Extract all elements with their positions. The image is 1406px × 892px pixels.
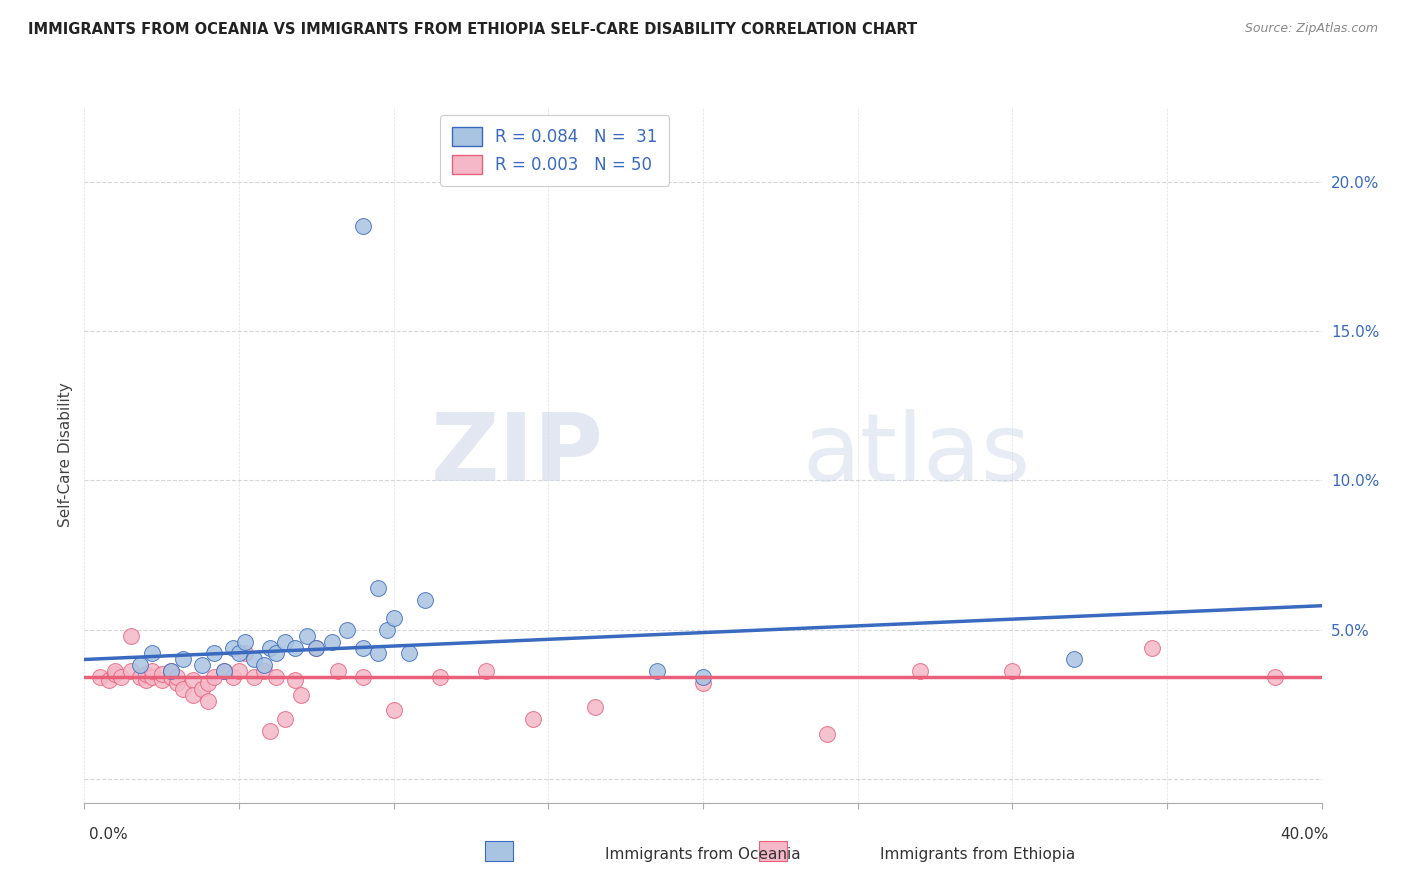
Point <box>233 634 256 648</box>
Text: atlas: atlas <box>801 409 1031 501</box>
Text: Source: ZipAtlas.com: Source: ZipAtlas.com <box>1244 22 1378 36</box>
Point <box>160 670 183 684</box>
Point <box>429 670 451 684</box>
Point <box>233 647 256 661</box>
Text: 40.0%: 40.0% <box>1281 827 1329 841</box>
Point <box>228 647 250 661</box>
Point <box>367 581 389 595</box>
Point <box>274 634 297 648</box>
Point <box>129 670 152 684</box>
Point <box>197 694 219 708</box>
Point <box>202 670 225 684</box>
Point <box>222 670 245 684</box>
Point <box>135 667 157 681</box>
Point <box>191 682 214 697</box>
Point <box>160 665 183 679</box>
Point <box>305 640 328 655</box>
Point <box>104 667 127 681</box>
Point <box>583 700 606 714</box>
Point <box>135 673 157 688</box>
Point <box>89 670 111 684</box>
Point <box>160 665 183 679</box>
Point <box>141 665 163 679</box>
Point <box>141 647 163 661</box>
Point <box>172 652 194 666</box>
Text: 0.0%: 0.0% <box>89 827 128 841</box>
Point <box>398 647 420 661</box>
Point <box>1001 665 1024 679</box>
Y-axis label: Self-Care Disability: Self-Care Disability <box>58 383 73 527</box>
Point <box>284 640 307 655</box>
Point <box>336 623 359 637</box>
Text: IMMIGRANTS FROM OCEANIA VS IMMIGRANTS FROM ETHIOPIA SELF-CARE DISABILITY CORRELA: IMMIGRANTS FROM OCEANIA VS IMMIGRANTS FR… <box>28 22 917 37</box>
Point <box>212 665 235 679</box>
Point <box>243 652 266 666</box>
Point <box>181 688 204 702</box>
Point <box>382 610 405 624</box>
Text: Immigrants from Oceania: Immigrants from Oceania <box>605 847 801 862</box>
Point <box>264 670 287 684</box>
Point <box>692 670 714 684</box>
Point <box>321 634 343 648</box>
Point <box>475 665 498 679</box>
Point <box>295 629 318 643</box>
Point <box>259 724 281 739</box>
Point <box>352 219 374 234</box>
Point <box>367 647 389 661</box>
Point <box>150 667 173 681</box>
Point <box>120 665 142 679</box>
Point <box>253 665 276 679</box>
Point <box>104 665 127 679</box>
Point <box>290 688 312 702</box>
Point <box>98 673 121 688</box>
Point <box>212 665 235 679</box>
Point <box>191 658 214 673</box>
Point <box>150 673 173 688</box>
Point <box>274 712 297 726</box>
Point <box>172 682 194 697</box>
Point <box>1140 640 1163 655</box>
Point <box>645 665 668 679</box>
Point <box>120 629 142 643</box>
Point <box>141 670 163 684</box>
Point <box>129 658 152 673</box>
Point <box>222 640 245 655</box>
Point <box>110 670 132 684</box>
Point <box>352 670 374 684</box>
Point <box>181 673 204 688</box>
Point <box>908 665 931 679</box>
Text: Immigrants from Ethiopia: Immigrants from Ethiopia <box>880 847 1074 862</box>
Point <box>692 676 714 690</box>
Point <box>1063 652 1085 666</box>
Point <box>305 640 328 655</box>
Point <box>202 647 225 661</box>
Point <box>284 673 307 688</box>
Point <box>197 676 219 690</box>
Legend: R = 0.084   N =  31, R = 0.003   N = 50: R = 0.084 N = 31, R = 0.003 N = 50 <box>440 115 669 186</box>
Point <box>243 670 266 684</box>
Point <box>352 640 374 655</box>
Point <box>413 592 436 607</box>
Point <box>522 712 544 726</box>
Point <box>166 676 188 690</box>
Point <box>228 665 250 679</box>
Point <box>259 640 281 655</box>
Point <box>377 623 399 637</box>
Point <box>253 658 276 673</box>
Point <box>1264 670 1286 684</box>
Point <box>815 727 838 741</box>
Point <box>326 665 349 679</box>
Point <box>264 647 287 661</box>
Point <box>382 703 405 717</box>
Point <box>166 670 188 684</box>
Text: ZIP: ZIP <box>432 409 605 501</box>
